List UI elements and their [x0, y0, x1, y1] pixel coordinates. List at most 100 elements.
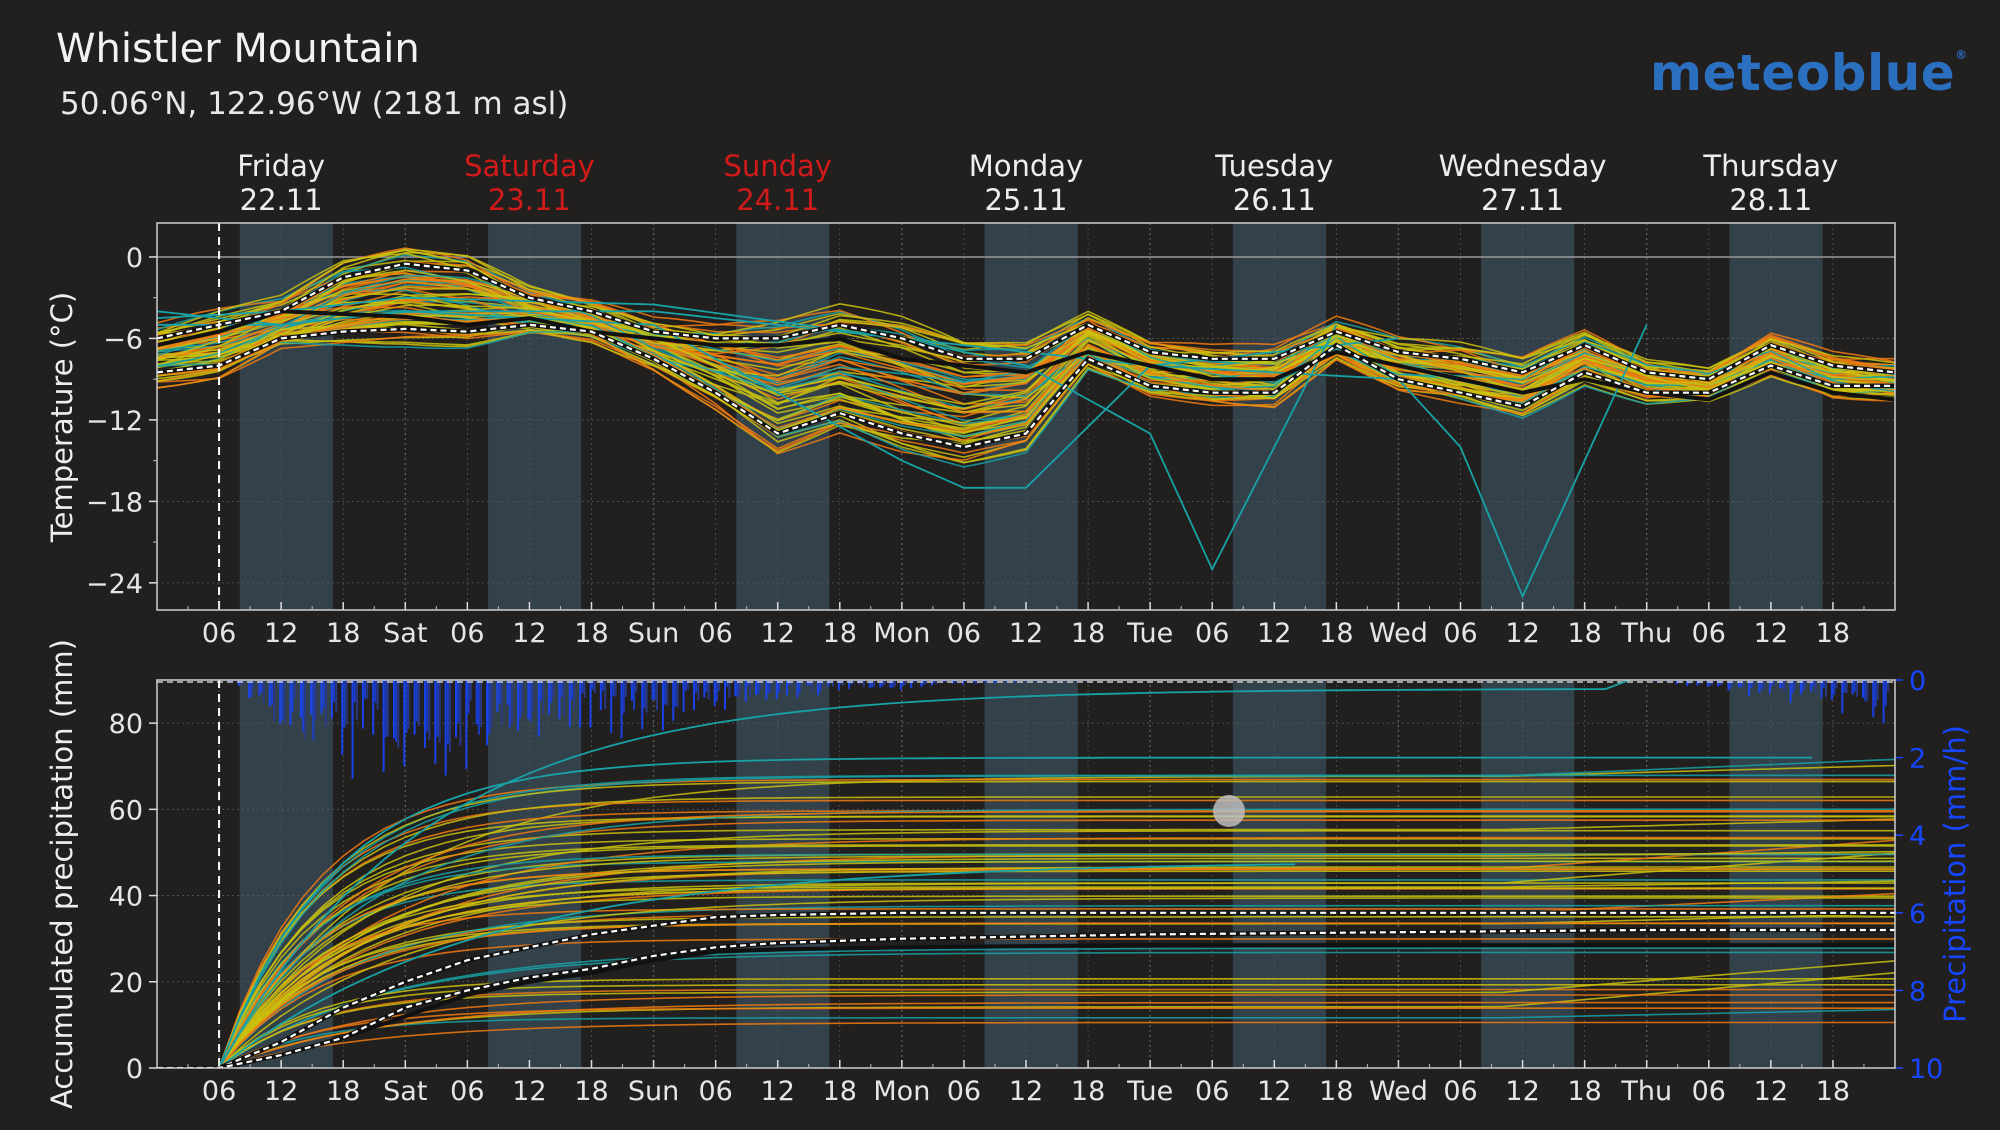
- precip-rate-bar: [1810, 680, 1813, 692]
- precip-outlier-line: [157, 863, 1296, 1068]
- precip-y-tick-label: 60: [109, 795, 143, 826]
- precip-rate-bar: [780, 680, 783, 686]
- temperature-x-tick-label: Sat: [383, 618, 427, 649]
- precipitation-x-tick-label: 12: [264, 1076, 298, 1107]
- precip-rate-bar: [757, 680, 760, 695]
- precip-rate-bar: [1783, 680, 1786, 692]
- precip-rate-bar: [1696, 680, 1699, 686]
- precip-rate-bar: [531, 680, 534, 712]
- precip-rate-bar: [796, 680, 799, 698]
- precip-rate-bar: [684, 680, 687, 691]
- precip-ensemble-line: [157, 845, 1895, 1068]
- precip-y-tick-label: 0: [126, 1054, 143, 1085]
- precip-rate-bar: [718, 680, 721, 691]
- precip-rate-bar: [879, 680, 882, 688]
- precip-rate-bar: [713, 680, 716, 706]
- precip-rate-bar: [252, 680, 255, 688]
- precipitation-x-tick-label: Wed: [1369, 1076, 1428, 1107]
- precip-rate-bar: [1760, 680, 1763, 689]
- precip-rate-bar: [314, 680, 317, 721]
- precip-rate-bar: [386, 680, 389, 737]
- precip-rate-bar: [871, 680, 874, 688]
- precip-rate-bar: [423, 680, 426, 748]
- precip-rate-bar: [744, 680, 747, 702]
- precip-rate-bar: [382, 680, 385, 773]
- precip-rate-bar: [687, 680, 690, 690]
- precip-rate-bar: [527, 680, 530, 719]
- precip-ensemble-line: [157, 819, 1895, 1068]
- precip-ensemble-line: [157, 1021, 1895, 1068]
- precip-ensemble-line: [157, 1008, 1895, 1068]
- precip-rate-bar: [310, 680, 313, 715]
- precip-rate-bar: [624, 680, 627, 697]
- precipitation-x-tick-label: 18: [1071, 1076, 1105, 1107]
- temperature-x-tick-label: 06: [450, 618, 484, 649]
- precip-ensemble-line: [157, 947, 1895, 1068]
- temperature-ensemble-line: [157, 285, 1895, 394]
- precip-rate-bar: [1793, 680, 1796, 690]
- precip-ensemble-line: [157, 860, 1895, 1068]
- temperature-x-tick-label: 12: [1505, 618, 1539, 649]
- precip-rate-bar: [355, 680, 358, 720]
- location-coordinates: 50.06°N, 122.96°W (2181 m asl): [60, 86, 569, 122]
- precipitation-x-tick-label: 06: [698, 1076, 732, 1107]
- precip-ensemble-line: [157, 880, 1895, 1068]
- median-line: [157, 309, 1895, 402]
- precip-rate-bar: [548, 680, 551, 715]
- precip-rate-bar: [707, 680, 710, 700]
- precip-rate-bar: [558, 680, 561, 719]
- precip-rate-bar: [1781, 680, 1784, 689]
- precip-rate-tick-label: 4: [1909, 821, 1926, 852]
- precip-rate-bar: [910, 680, 913, 689]
- brand-name: meteoblue: [1650, 44, 1956, 102]
- precip-rate-bar: [291, 680, 294, 713]
- precip-rate-bar: [633, 680, 636, 710]
- day-header-name: Sunday: [723, 149, 832, 183]
- precip-rate-bar: [765, 680, 768, 700]
- day-header-date: 28.11: [1729, 183, 1812, 217]
- precip-rate-bar: [935, 680, 938, 684]
- precipitation-x-tick-label: Thu: [1620, 1076, 1672, 1107]
- precip-rate-bar: [899, 680, 902, 690]
- precip-rate-bar: [651, 680, 654, 701]
- precip-rate-bar: [467, 680, 470, 714]
- quantile-line: [157, 928, 1895, 1068]
- temperature-x-tick-label: 12: [1257, 618, 1291, 649]
- temperature-x-tick-label: Mon: [873, 618, 930, 649]
- precip-rate-bar: [817, 680, 820, 696]
- precip-rate-bar: [728, 680, 731, 698]
- precip-rate-bar: [1851, 680, 1854, 695]
- precip-rate-bar: [808, 680, 811, 686]
- precip-rate-bar: [304, 680, 307, 739]
- precip-rate-bar: [353, 680, 356, 703]
- precipitation-x-tick-label: Tue: [1126, 1076, 1173, 1107]
- temperature-x-tick-label: 06: [698, 618, 732, 649]
- precip-rate-bar: [912, 680, 915, 683]
- daylight-band: [1729, 680, 1823, 1068]
- precip-rate-bar: [715, 680, 718, 702]
- precip-rate-bar: [1814, 680, 1817, 694]
- precip-rate-bar: [320, 680, 323, 714]
- precip-rate-tick-label: 8: [1909, 976, 1926, 1007]
- precip-rate-bar: [1727, 680, 1730, 691]
- precip-rate-bar: [227, 680, 230, 683]
- temperature-ensemble-line: [157, 330, 1895, 468]
- precip-rate-bar: [1804, 680, 1807, 688]
- precip-rate-bar: [920, 680, 923, 688]
- precip-rate-bar: [250, 680, 253, 697]
- precip-rate-bar: [1824, 680, 1827, 697]
- temperature-x-tick-label: 12: [1754, 618, 1788, 649]
- precip-rate-bar: [591, 680, 594, 690]
- precip-rate-bar: [345, 680, 348, 724]
- precip-rate-bar: [775, 680, 778, 699]
- quantile-line: [157, 323, 1895, 449]
- precip-rate-bar: [798, 680, 801, 693]
- precip-rate-tick-label: 10: [1909, 1054, 1943, 1085]
- precip-rate-bar: [682, 680, 685, 713]
- day-header-name: Tuesday: [1214, 149, 1333, 183]
- precip-rate-bar: [1812, 680, 1815, 687]
- precip-ensemble-line: [157, 951, 1895, 1068]
- precip-rate-bar: [964, 680, 967, 682]
- temperature-ensemble-line: [157, 292, 1895, 406]
- precip-rate-bar: [1876, 680, 1879, 700]
